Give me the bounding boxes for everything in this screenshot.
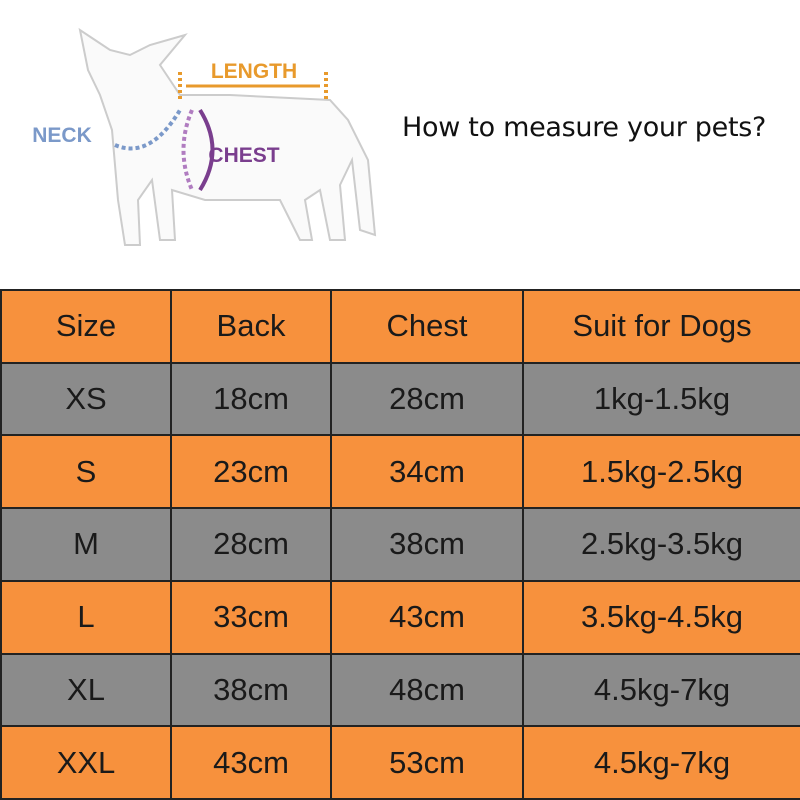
table-cell: 18cm <box>170 361 332 437</box>
table-row: XXL 43cm 53cm 4.5kg-7kg <box>0 725 800 800</box>
table-cell: XXL <box>0 725 172 800</box>
table-cell: 34cm <box>330 434 524 510</box>
table-cell: 2.5kg-3.5kg <box>522 507 800 582</box>
header-row: Size Back Chest Suit for Dogs <box>0 289 800 364</box>
heading: How to measure your pets? <box>402 112 767 143</box>
table-cell: M <box>0 507 172 582</box>
chest-label: CHEST <box>208 144 279 167</box>
table-cell: 53cm <box>330 725 524 800</box>
table-row: S 23cm 34cm 1.5kg-2.5kg <box>0 434 800 510</box>
measure-diagram: LENGTH NECK CHEST <box>32 27 377 246</box>
table-cell: 4.5kg-7kg <box>522 652 800 728</box>
table-cell: Size <box>0 289 172 364</box>
table-row: L 33cm 43cm 3.5kg-4.5kg <box>0 579 800 655</box>
table-cell: Suit for Dogs <box>522 289 800 364</box>
dog-silhouette <box>78 27 377 246</box>
table-cell: 1kg-1.5kg <box>522 361 800 437</box>
table-cell: XS <box>0 361 172 437</box>
chest-arrow <box>181 109 194 191</box>
table-row: XS 18cm 28cm 1kg-1.5kg <box>0 361 800 437</box>
table-cell: Back <box>170 289 332 364</box>
table-cell: 1.5kg-2.5kg <box>522 434 800 510</box>
table-cell: S <box>0 434 172 510</box>
table-cell: 38cm <box>330 507 524 582</box>
table-cell: XL <box>0 652 172 728</box>
table-cell: Chest <box>330 289 524 364</box>
table-cell: 38cm <box>170 652 332 728</box>
table-cell: 28cm <box>170 507 332 582</box>
table-cell: 33cm <box>170 579 332 655</box>
neck-label: NECK <box>32 124 92 147</box>
size-table: Size Back Chest Suit for Dogs XS 18cm 28cm 1kg-… <box>0 289 800 800</box>
table-cell: 48cm <box>330 652 524 728</box>
table-cell: 43cm <box>330 579 524 655</box>
table-cell: 4.5kg-7kg <box>522 725 800 800</box>
table-row: XL 38cm 48cm 4.5kg-7kg <box>0 652 800 728</box>
table-cell: 28cm <box>330 361 524 437</box>
table-cell: L <box>0 579 172 655</box>
table-cell: 23cm <box>170 434 332 510</box>
chest-arrow <box>198 108 215 192</box>
table-body: Size Back Chest Suit for Dogs XS 18cm 28cm 1kg-… <box>0 289 800 800</box>
length-label: LENGTH <box>211 60 297 83</box>
table-cell: 43cm <box>170 725 332 800</box>
neck-arrow <box>114 108 182 151</box>
table-cell: 3.5kg-4.5kg <box>522 579 800 655</box>
table-row: M 28cm 38cm 2.5kg-3.5kg <box>0 507 800 582</box>
